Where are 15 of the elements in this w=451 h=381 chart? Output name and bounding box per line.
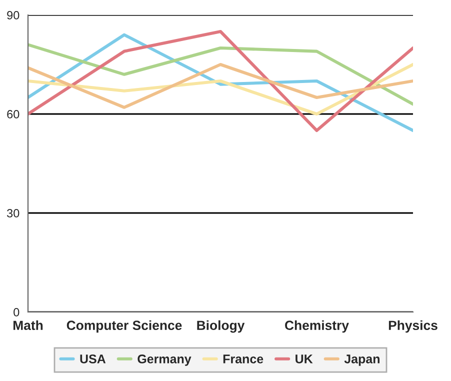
y-tick-label: 0: [14, 308, 20, 316]
y-tick-label: 30: [6, 209, 20, 218]
legend-label: UK: [296, 354, 313, 364]
y-tick-label: 90: [7, 11, 20, 20]
x-tick-label: Computer Science: [66, 320, 182, 333]
legend-label: France: [223, 354, 264, 364]
legend-label: Japan: [344, 354, 380, 366]
legend-label: USA: [80, 354, 106, 364]
legend-label: Germany: [138, 354, 192, 366]
x-tick-label: Biology: [197, 320, 245, 333]
x-tick-label: Physics: [388, 320, 438, 333]
line-series: [28, 43, 413, 106]
x-tick-label: Math: [13, 320, 43, 330]
x-tick-label: Chemistry: [285, 320, 349, 333]
y-tick-label: 60: [7, 110, 20, 118]
